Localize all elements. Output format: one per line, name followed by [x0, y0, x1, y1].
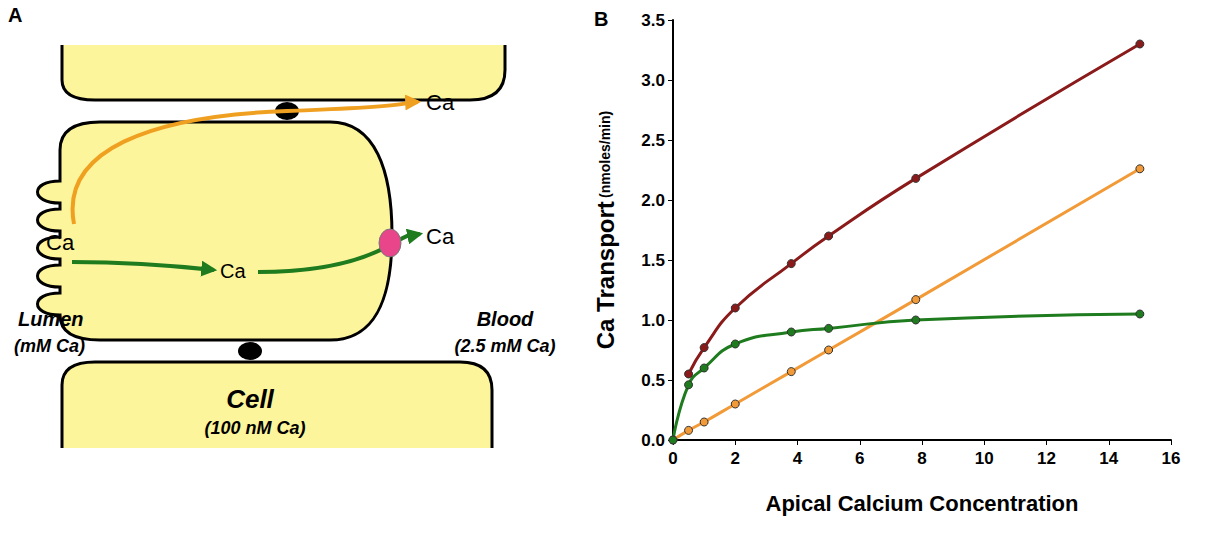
svg-text:2.0: 2.0	[641, 191, 665, 210]
svg-text:Lumen: Lumen	[18, 308, 84, 330]
svg-text:Blood: Blood	[477, 308, 534, 330]
svg-text:14: 14	[1099, 449, 1118, 468]
svg-text:4: 4	[793, 449, 803, 468]
svg-text:3.0: 3.0	[641, 71, 665, 90]
svg-text:0.0: 0.0	[641, 431, 665, 450]
svg-text:2.5: 2.5	[641, 131, 665, 150]
svg-text:16: 16	[1162, 449, 1181, 468]
svg-text:0.5: 0.5	[641, 371, 665, 390]
svg-text:8: 8	[917, 449, 926, 468]
svg-text:B: B	[594, 8, 608, 30]
svg-text:2: 2	[731, 449, 740, 468]
svg-text:(mM Ca): (mM Ca)	[14, 336, 85, 356]
svg-text:0: 0	[668, 449, 677, 468]
svg-text:Apical Calcium Concentration: Apical Calcium Concentration	[766, 491, 1079, 516]
svg-text:1.5: 1.5	[641, 251, 665, 270]
svg-text:Ca: Ca	[46, 230, 75, 255]
svg-text:(nmoles/min): (nmoles/min)	[597, 111, 613, 198]
svg-text:Ca: Ca	[426, 90, 455, 115]
svg-text:A: A	[8, 4, 22, 26]
svg-text:(2.5 mM Ca): (2.5 mM Ca)	[454, 336, 555, 356]
svg-text:1.0: 1.0	[641, 311, 665, 330]
svg-text:(100 nM Ca): (100 nM Ca)	[204, 418, 305, 438]
svg-text:12: 12	[1037, 449, 1056, 468]
svg-text:Ca Transport: Ca Transport	[592, 201, 619, 349]
svg-text:3.5: 3.5	[641, 11, 665, 30]
svg-text:Ca: Ca	[426, 224, 455, 249]
svg-text:6: 6	[855, 449, 864, 468]
svg-text:Cell: Cell	[226, 384, 274, 414]
svg-text:10: 10	[975, 449, 994, 468]
svg-text:Ca: Ca	[220, 260, 246, 282]
